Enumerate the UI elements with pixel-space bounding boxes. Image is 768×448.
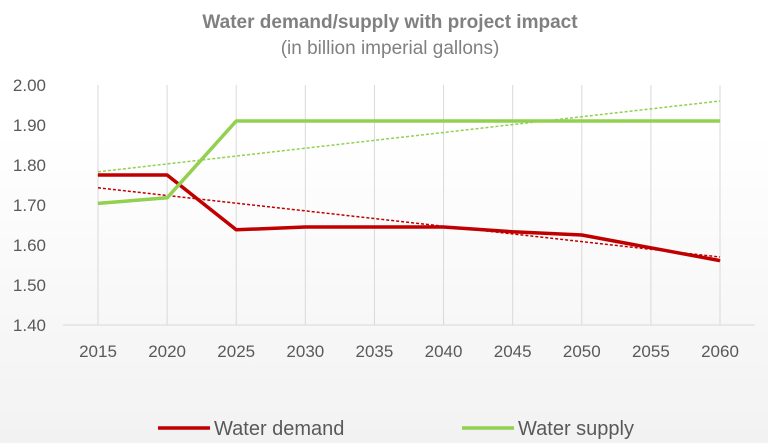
- water-supply-legend-label: Water supply: [518, 418, 634, 440]
- y-tick-label: 1.90: [13, 116, 46, 135]
- water-demand-point: [97, 174, 99, 176]
- water-demand-point: [304, 226, 306, 228]
- water-supply-trendline: [97, 100, 721, 173]
- x-tick-label: 2015: [79, 342, 117, 361]
- water-supply-line: [97, 119, 720, 206]
- y-tick-label: 1.80: [13, 156, 46, 175]
- water-demand-point: [443, 226, 445, 228]
- water-supply-point: [512, 120, 514, 122]
- x-tick-label: 2055: [632, 342, 670, 361]
- water-demand-point: [512, 231, 514, 233]
- x-tick-label: 2030: [286, 342, 324, 361]
- water-supply-point: [650, 120, 652, 122]
- y-tick-label: 1.70: [13, 196, 46, 215]
- water-supply-point: [443, 120, 445, 122]
- x-tick-label: 2040: [425, 342, 463, 361]
- x-tick-label: 2050: [563, 342, 601, 361]
- y-tick-label: 1.50: [13, 276, 46, 295]
- water-supply-point: [304, 120, 306, 122]
- water-supply-point: [719, 120, 721, 122]
- x-tick-label: 2025: [217, 342, 255, 361]
- water-supply-point: [235, 120, 237, 122]
- y-tick-label: 1.40: [13, 316, 46, 335]
- water-demand-point: [719, 260, 721, 262]
- water-demand-point: [235, 229, 237, 231]
- water-supply-point: [166, 197, 168, 199]
- x-tick-label: 2035: [356, 342, 394, 361]
- x-tick-label: 2045: [494, 342, 532, 361]
- water-demand-trendline: [97, 187, 721, 258]
- y-tick-label: 1.60: [13, 236, 46, 255]
- water-supply-point: [97, 202, 99, 204]
- x-tick-label: 2020: [148, 342, 186, 361]
- water-demand-point: [166, 174, 168, 176]
- water-demand-legend-label: Water demand: [214, 418, 344, 440]
- chart-title: Water demand/supply with project impact: [202, 12, 578, 33]
- chart-subtitle: (in billion imperial gallons): [281, 38, 500, 59]
- water-demand-point: [650, 247, 652, 249]
- water-supply-point: [581, 120, 583, 122]
- water-supply-point: [373, 120, 375, 122]
- water-demand-point: [581, 234, 583, 236]
- y-tick-label: 2.00: [13, 76, 46, 95]
- x-tick-label: 2060: [701, 342, 739, 361]
- water-demand-point: [373, 226, 375, 228]
- water-demand-line: [98, 173, 721, 263]
